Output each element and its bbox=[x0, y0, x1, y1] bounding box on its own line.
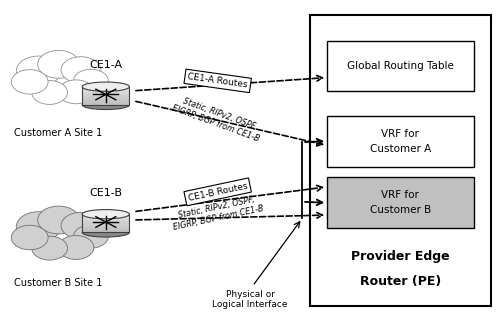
Text: Physical or
Logical Interface: Physical or Logical Interface bbox=[212, 290, 288, 309]
Ellipse shape bbox=[82, 228, 130, 237]
Bar bbox=[327, 116, 474, 167]
Bar bbox=[82, 87, 130, 89]
Text: Customer B Site 1: Customer B Site 1 bbox=[14, 278, 103, 288]
Text: Customer A Site 1: Customer A Site 1 bbox=[14, 128, 102, 138]
Text: Router (PE): Router (PE) bbox=[360, 275, 441, 288]
Circle shape bbox=[58, 235, 94, 260]
Text: Customer B: Customer B bbox=[370, 205, 431, 215]
Bar bbox=[82, 223, 130, 225]
Text: CE1-B: CE1-B bbox=[90, 188, 122, 198]
Circle shape bbox=[12, 225, 48, 250]
Circle shape bbox=[74, 69, 108, 93]
Bar bbox=[82, 100, 130, 103]
Circle shape bbox=[61, 212, 101, 239]
Bar bbox=[327, 177, 474, 228]
Bar bbox=[82, 103, 130, 105]
Circle shape bbox=[38, 50, 80, 78]
Bar bbox=[82, 228, 130, 230]
Text: Static, RIPv2, OSPF,
EIGRP, BGP from CE1-B: Static, RIPv2, OSPF, EIGRP, BGP from CE1… bbox=[170, 194, 265, 232]
Text: VRF for: VRF for bbox=[382, 190, 420, 200]
Ellipse shape bbox=[82, 100, 130, 110]
Circle shape bbox=[61, 57, 101, 83]
Bar bbox=[82, 214, 130, 216]
Text: Global Routing Table: Global Routing Table bbox=[347, 61, 454, 71]
Circle shape bbox=[38, 206, 80, 234]
Bar bbox=[310, 15, 491, 306]
Bar bbox=[82, 87, 130, 105]
Bar bbox=[82, 98, 130, 100]
Text: Customer A: Customer A bbox=[370, 144, 431, 154]
Bar bbox=[82, 91, 130, 94]
Circle shape bbox=[12, 69, 48, 94]
Circle shape bbox=[58, 80, 94, 104]
Text: CE1-B Routes: CE1-B Routes bbox=[187, 181, 248, 202]
Text: CE1-A: CE1-A bbox=[89, 60, 122, 70]
Text: Static, RIPv2, OSPF,
EIGRP, BGP from CE1-B: Static, RIPv2, OSPF, EIGRP, BGP from CE1… bbox=[171, 94, 264, 144]
Bar bbox=[82, 89, 130, 91]
Bar bbox=[327, 41, 474, 91]
Text: CE1-A Routes: CE1-A Routes bbox=[187, 72, 248, 90]
Bar bbox=[82, 221, 130, 223]
Ellipse shape bbox=[82, 209, 130, 219]
Bar bbox=[82, 216, 130, 219]
Circle shape bbox=[16, 56, 61, 86]
Circle shape bbox=[16, 212, 61, 241]
Bar bbox=[82, 225, 130, 228]
Bar bbox=[82, 230, 130, 232]
Circle shape bbox=[32, 236, 68, 260]
Circle shape bbox=[74, 225, 108, 248]
Text: VRF for: VRF for bbox=[382, 129, 420, 139]
Bar bbox=[82, 219, 130, 221]
Text: Provider Edge: Provider Edge bbox=[351, 250, 450, 263]
Circle shape bbox=[32, 80, 68, 105]
Bar bbox=[82, 96, 130, 98]
Bar bbox=[82, 94, 130, 96]
Ellipse shape bbox=[82, 82, 130, 91]
Bar bbox=[82, 214, 130, 232]
